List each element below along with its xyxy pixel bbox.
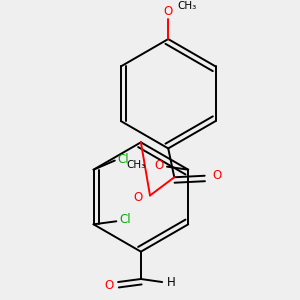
Text: CH₃: CH₃: [177, 1, 196, 11]
Text: Cl: Cl: [118, 152, 130, 166]
Text: CH₃: CH₃: [127, 160, 146, 170]
Text: O: O: [155, 159, 164, 172]
Text: O: O: [164, 5, 173, 18]
Text: O: O: [212, 169, 221, 182]
Text: O: O: [133, 190, 142, 203]
Text: O: O: [104, 279, 114, 292]
Text: H: H: [167, 275, 176, 289]
Text: Cl: Cl: [119, 213, 131, 226]
